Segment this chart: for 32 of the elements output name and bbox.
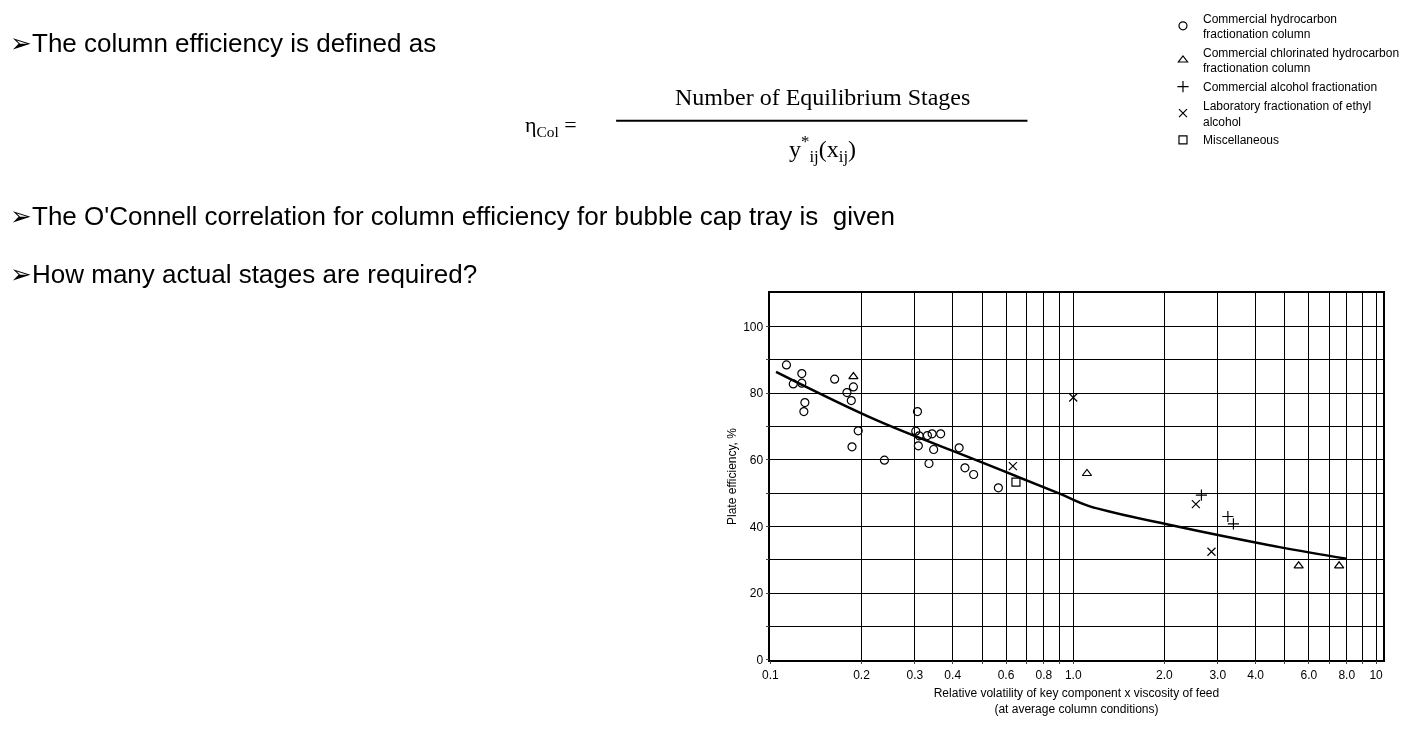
x-tick-label: 3.0 [1209, 667, 1227, 682]
text: ➢The column efficiency is defined as [10, 28, 437, 58]
text: y$^{*}$$_{ij}$(x$_{ij}$) [789, 132, 857, 167]
x-tick-label: 0.4 [944, 667, 962, 682]
x-axis-title: Relative volatility of key component x viscosity of feed (at average column conditions) [933, 686, 1220, 716]
text: Number of Equilibrium Stages [675, 84, 971, 110]
x-tick-label: 0.1 [762, 667, 780, 682]
y-tick-label: 100 [743, 319, 764, 334]
x-tick-label: 8.0 [1338, 667, 1356, 682]
y-tick-label: 60 [749, 453, 764, 468]
x-tick-label: 0.2 [853, 667, 871, 682]
legend-label: Miscellaneous [1202, 133, 1280, 148]
x-tick-label: 1.0 [1064, 667, 1082, 682]
x-tick-label: 0.6 [997, 667, 1015, 682]
x-tick-label: 0.3 [906, 667, 924, 682]
text: ➢The O'Connell correlation for column efficiency for bubble cap tray is given [10, 201, 895, 231]
x-tick-label: 2.0 [1156, 667, 1174, 682]
x-tick-label: 4.0 [1247, 667, 1265, 682]
legend-label: Commercial chlorinated hydrocarbon fractionation column [1202, 45, 1400, 76]
x-tick-label: 0.8 [1035, 667, 1053, 682]
text: ➢How many actual stages are required? [10, 259, 478, 289]
x-tick-label: 10 [1369, 667, 1384, 682]
y-axis-title: Plate efficiency, % [724, 427, 739, 525]
text: η$_{Col}$ = [525, 112, 577, 140]
y-tick-label: 40 [749, 519, 764, 534]
legend-label: Commercial alcohol fractionation [1202, 80, 1378, 95]
y-tick-label: 0 [756, 652, 764, 667]
x-tick-label: 6.0 [1300, 667, 1318, 682]
legend-label: Commercial hydrocarbon fractionation column [1202, 11, 1338, 42]
y-tick-label: 80 [749, 386, 764, 401]
y-tick-label: 20 [749, 586, 764, 601]
legend-label: Laboratory fractionation of ethyl alcohol [1202, 99, 1372, 129]
